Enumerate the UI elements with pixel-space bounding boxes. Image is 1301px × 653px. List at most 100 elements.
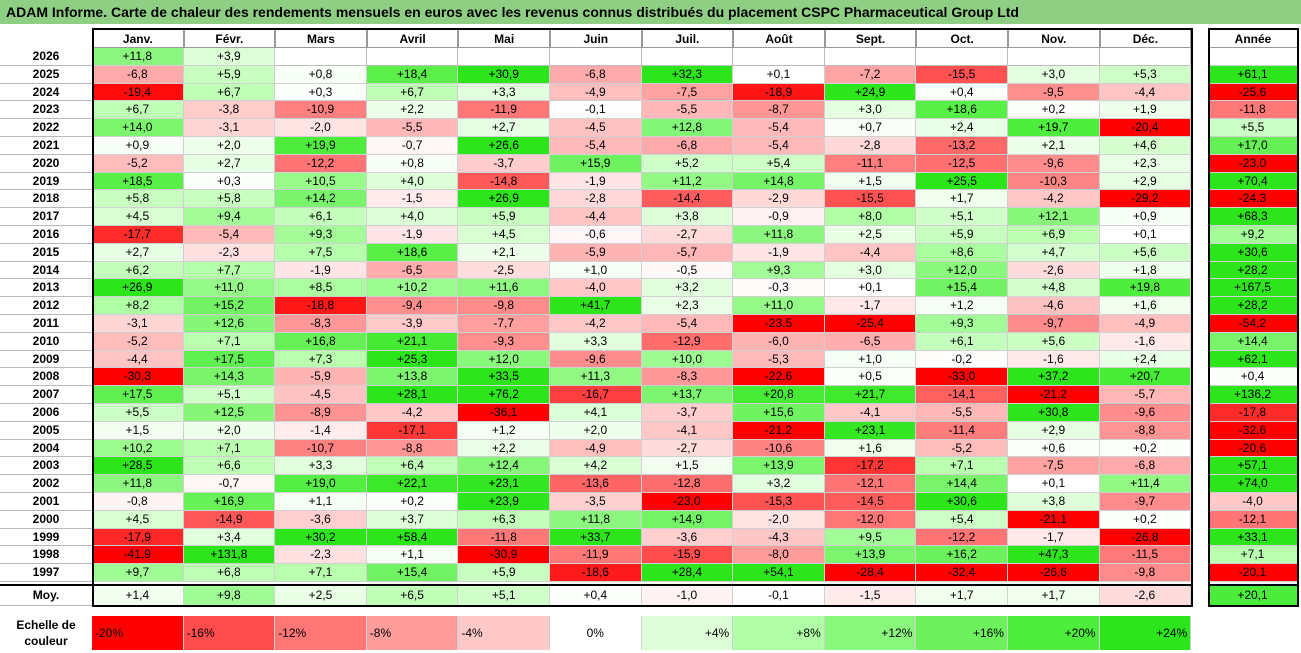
heatmap-cell: +14,8 [733, 172, 825, 191]
annual-cell: +68,3 [1208, 208, 1298, 226]
heatmap-cell: +2,4 [1099, 350, 1192, 369]
heatmap-cell: -4,2 [550, 315, 642, 333]
heatmap-cell: -0,6 [550, 226, 642, 244]
annual-cell: +30,6 [1208, 243, 1298, 262]
heatmap-cell: +0,1 [1008, 475, 1100, 493]
heatmap-cell: -19,4 [92, 83, 184, 102]
heatmap-cell: -9,8 [458, 297, 550, 315]
heatmap-cell: +26,9 [92, 279, 184, 298]
scale-swatch: +24% [1099, 615, 1192, 650]
heatmap-cell: +14,2 [275, 190, 367, 209]
annual-cell: -23,0 [1208, 154, 1298, 173]
heatmap-cell: -8,8 [1099, 421, 1192, 440]
heatmap-cell: +1,5 [824, 172, 917, 191]
month-header: Nov. [1008, 28, 1100, 48]
heatmap-cell: -12,1 [824, 475, 917, 493]
heatmap-cell: -23,0 [641, 493, 734, 511]
year-label: 2016 [0, 226, 92, 244]
heatmap-cell: -41,9 [92, 546, 184, 565]
annual-cell: +28,2 [1208, 261, 1298, 280]
heatmap-cell: +19,9 [275, 137, 367, 155]
heatmap-cell: -2,7 [641, 226, 734, 244]
scale-label: Echelle de couleur [0, 615, 92, 650]
average-cell: +1,4 [92, 586, 184, 606]
heatmap-cell: -4,5 [550, 119, 642, 137]
heatmap-cell: -8,9 [275, 404, 367, 422]
heatmap-cell: +3,3 [275, 457, 367, 476]
heatmap-cell: +12,8 [641, 119, 734, 137]
heatmap-cell: +1,0 [824, 350, 917, 369]
month-header: Août [733, 28, 825, 48]
heatmap-cell: -4,2 [366, 404, 459, 422]
heatmap-cell: -4,9 [550, 83, 642, 102]
month-header: Déc. [1099, 28, 1192, 48]
heatmap-cell: -6,8 [92, 65, 184, 84]
heatmap-cell: +2,0 [183, 137, 276, 155]
heatmap-cell: -15,5 [916, 65, 1008, 84]
heatmap-cell: -9,3 [458, 332, 550, 351]
heatmap-cell: +5,9 [183, 65, 276, 84]
heatmap-cell: -0,3 [733, 279, 825, 298]
heatmap-cell: +4,5 [92, 208, 184, 226]
year-label: 1997 [0, 564, 92, 582]
heatmap-cell: -21,2 [733, 421, 825, 440]
heatmap-cell: +30,2 [275, 528, 367, 547]
month-header: Juil. [641, 28, 734, 48]
heatmap-cell: -33,0 [916, 368, 1008, 387]
heatmap-cell: +1,5 [641, 457, 734, 476]
heatmap-cell: -8,8 [366, 439, 459, 458]
heatmap-cell: +6,1 [275, 208, 367, 226]
heatmap-cell: +0,2 [1008, 101, 1100, 120]
heatmap-cell: -18,8 [275, 297, 367, 315]
year-label: 2011 [0, 315, 92, 333]
heatmap-cell: -17,2 [824, 457, 917, 476]
heatmap-cell: -17,7 [92, 226, 184, 244]
heatmap-cell: -5,9 [550, 243, 642, 262]
heatmap-cell: -0,7 [366, 137, 459, 155]
heatmap-cell: -0,2 [916, 350, 1008, 369]
heatmap-cell: +18,6 [916, 101, 1008, 120]
heatmap-cell: -12,8 [641, 475, 734, 493]
annual-cell: -12,1 [1208, 510, 1298, 529]
heatmap-cell: +1,1 [275, 493, 367, 511]
heatmap-cell: +12,4 [458, 457, 550, 476]
heatmap-cell: -1,6 [1099, 332, 1192, 351]
heatmap-cell: -10,7 [275, 439, 367, 458]
annual-cell: -4,0 [1208, 493, 1298, 511]
heatmap-cell: +2,9 [1099, 172, 1192, 191]
heatmap-cell: +1,7 [916, 190, 1008, 209]
heatmap-cell: -3,7 [458, 154, 550, 173]
heatmap-cell: +14,0 [92, 119, 184, 137]
heatmap-cell: -2,0 [275, 119, 367, 137]
heatmap-cell: +18,4 [366, 65, 459, 84]
heatmap-cell: +3,7 [366, 510, 459, 529]
year-label: 2001 [0, 493, 92, 511]
heatmap-cell: +1,1 [366, 546, 459, 565]
heatmap-cell: +2,1 [458, 243, 550, 262]
year-label: 2013 [0, 279, 92, 298]
heatmap-cell: +2,0 [183, 421, 276, 440]
heatmap-cell: +6,6 [183, 457, 276, 476]
heatmap-cell: -6,5 [366, 261, 459, 280]
annual-cell: -54,2 [1208, 315, 1298, 333]
heatmap-cell: +76,2 [458, 386, 550, 404]
heatmap-cell: -10,6 [733, 439, 825, 458]
heatmap-cell: +0,6 [1008, 439, 1100, 458]
heatmap-cell: +0,7 [824, 119, 917, 137]
year-label: 2026 [0, 48, 92, 66]
average-cell: +9,8 [183, 586, 276, 606]
average-cell: -1,0 [641, 586, 734, 606]
heatmap-cell: +3,2 [641, 279, 734, 298]
heatmap-cell: -4,0 [550, 279, 642, 298]
heatmap-cell: +9,5 [824, 528, 917, 547]
heatmap-cell: -3,6 [275, 510, 367, 529]
heatmap-cell: -4,9 [550, 439, 642, 458]
heatmap-cell: -4,1 [641, 421, 734, 440]
month-header: Janv. [92, 28, 184, 48]
heatmap-cell: +0,9 [1099, 208, 1192, 226]
heatmap-cell: +11,8 [92, 48, 184, 66]
heatmap-cell: -1,5 [366, 190, 459, 209]
heatmap-cell-empty [275, 48, 367, 66]
heatmap-cell: -17,1 [366, 421, 459, 440]
heatmap-cell: +4,0 [366, 172, 459, 191]
